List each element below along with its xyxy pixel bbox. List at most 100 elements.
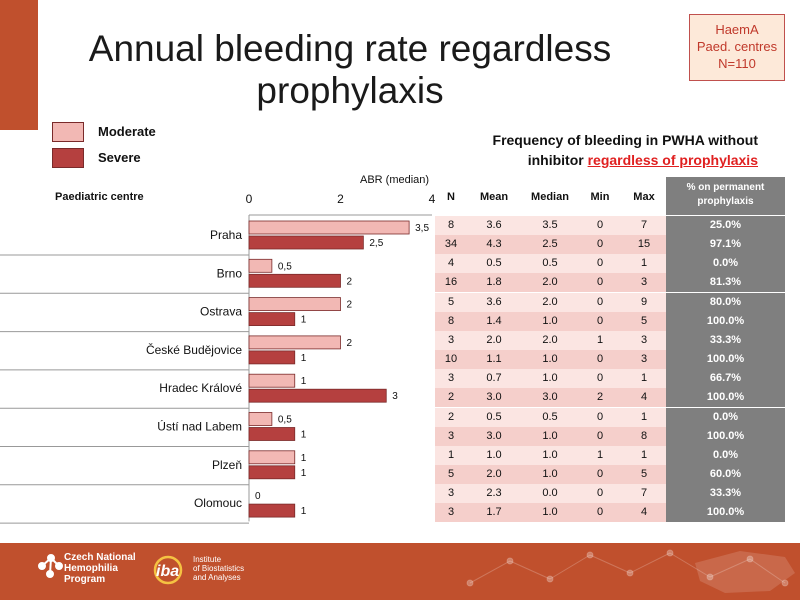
cell-pct: 100.0%: [666, 388, 785, 408]
data-label: 1: [301, 430, 307, 441]
table-row: 3 0.7 1.0 0 1 66.7%: [435, 369, 785, 389]
category-label: České Budějovice: [146, 342, 242, 357]
table-row: 3 1.7 1.0 0 4 100.0%: [435, 503, 785, 523]
cell-n: 4: [447, 257, 455, 270]
cell-mean: 1.1: [486, 353, 502, 366]
cell-mean: 0.5: [486, 410, 502, 423]
stats-cells: 1 1.0 1.0 1 1: [435, 445, 666, 465]
data-label: 1: [301, 376, 307, 387]
cell-n: 3: [447, 506, 455, 519]
cell-median: 1.0: [542, 467, 558, 480]
iba-logo-icon: iba: [153, 555, 183, 585]
legend-label: Severe: [98, 150, 141, 165]
cell-pct: 66.7%: [666, 369, 785, 389]
stats-cells: 3 2.3 0.0 0 7: [435, 484, 666, 504]
x-tick-label: 4: [429, 192, 435, 206]
data-label: 2: [347, 338, 353, 349]
stats-cells: 2 3.0 3.0 2 4: [435, 388, 666, 408]
bar-moderate: [248, 412, 273, 426]
cell-median: 1.0: [542, 448, 558, 461]
cell-mean: 0.5: [486, 257, 502, 270]
cell-pct: 25.0%: [666, 216, 785, 235]
bar-severe: [248, 350, 296, 365]
category-label: Ostrava: [200, 305, 242, 319]
cnhp-line: Hemophilia: [64, 563, 118, 574]
cell-max: 7: [640, 487, 648, 500]
legend-swatch-moderate: [52, 122, 84, 142]
cell-n: 8: [447, 219, 455, 231]
cell-pct: 100.0%: [666, 503, 785, 523]
cell-max: 1: [640, 410, 648, 423]
cell-n: 8: [447, 314, 455, 327]
iba-abbrev: iba: [156, 563, 179, 580]
bar-moderate: [248, 220, 410, 235]
x-tick-label: 0: [246, 192, 253, 206]
bar-severe: [248, 503, 296, 518]
cell-pct: 80.0%: [666, 292, 785, 312]
cell-max: 5: [640, 314, 648, 327]
cell-max: 1: [640, 257, 648, 270]
cell-min: 0: [596, 257, 604, 270]
cell-min: 0: [596, 314, 604, 327]
data-label: 3: [392, 391, 398, 402]
cell-pct: 60.0%: [666, 464, 785, 484]
cell-pct: 0.0%: [666, 445, 785, 465]
header-centre: Paediatric centre: [55, 191, 144, 203]
cell-n: 5: [447, 467, 455, 480]
cell-mean: 2.3: [486, 487, 502, 500]
cell-max: 9: [640, 295, 648, 308]
cell-n: 34: [444, 238, 458, 251]
subtitle-line-2: inhibitor regardless of prophylaxis: [440, 150, 758, 170]
cell-median: 3.5: [542, 219, 558, 231]
data-label: 1: [301, 453, 307, 464]
cell-min: 2: [596, 391, 604, 404]
stats-cells: 10 1.1 1.0 0 3: [435, 350, 666, 370]
network-dots-decoration: [466, 549, 795, 593]
cell-mean: 1.7: [486, 506, 502, 519]
table-row: 1 1.0 1.0 1 1 0.0%: [435, 445, 785, 465]
cell-n: 5: [447, 295, 455, 308]
cell-n: 3: [447, 333, 455, 346]
header-pct-line: % on permanent: [686, 182, 765, 193]
cell-median: 2.5: [542, 238, 558, 251]
data-label: 0,5: [278, 261, 292, 272]
category-label: Olomouc: [194, 496, 242, 510]
cell-pct: 0.0%: [666, 254, 785, 274]
cell-mean: 1.8: [486, 276, 502, 289]
category-label: Hradec Králové: [159, 381, 242, 395]
cell-min: 0: [596, 410, 604, 423]
cell-pct: 100.0%: [666, 350, 785, 370]
header-pct-line: prophylaxis: [697, 196, 754, 207]
cell-median: 2.0: [542, 333, 558, 346]
cell-min: 0: [596, 467, 604, 480]
cell-max: 3: [640, 333, 648, 346]
table-row: 10 1.1 1.0 0 3 100.0%: [435, 350, 785, 370]
cell-mean: 1.0: [486, 448, 502, 461]
cell-n: 2: [447, 391, 455, 404]
cell-min: 0: [596, 238, 604, 251]
cell-median: 2.0: [542, 276, 558, 289]
stats-cells: 3 2.0 2.0 1 3: [435, 330, 666, 350]
stats-cells: 5 3.6 2.0 0 9: [435, 292, 666, 312]
table-row: 2 3.0 3.0 2 4 100.0%: [435, 388, 785, 408]
page-title: Annual bleeding rate regardless prophyla…: [50, 28, 650, 112]
table-row: 34 4.3 2.5 0 15 97.1%: [435, 235, 785, 255]
stats-cells: 3 3.0 1.0 0 8: [435, 426, 666, 446]
cell-pct: 81.3%: [666, 273, 785, 293]
cell-mean: 0.7: [486, 372, 502, 385]
header-min: Min: [590, 191, 610, 203]
header-mean: Mean: [479, 191, 509, 203]
cell-mean: 1.4: [486, 314, 502, 327]
bar-chart: 0 2 4 Praha 3,5 2,5 Brno 0,5 2 Ostrava 2 1 České Bud…: [0, 192, 435, 524]
table-row: 4 0.5 0.5 0 1 0.0%: [435, 254, 785, 274]
stats-cells: 2 0.5 0.5 0 1: [435, 407, 666, 427]
table-row: 3 2.3 0.0 0 7 33.3%: [435, 484, 785, 504]
cnhp-logo-text: Czech National Hemophilia Program: [64, 552, 136, 585]
header-n: N: [447, 191, 455, 203]
cell-mean: 2.0: [486, 333, 502, 346]
stats-cells: 3 0.7 1.0 0 1: [435, 369, 666, 389]
iba-line: of Biostatistics: [193, 564, 245, 573]
cnhp-line: Czech National: [64, 552, 136, 563]
subtitle-plain: inhibitor: [527, 152, 588, 168]
cell-max: 8: [640, 429, 648, 442]
